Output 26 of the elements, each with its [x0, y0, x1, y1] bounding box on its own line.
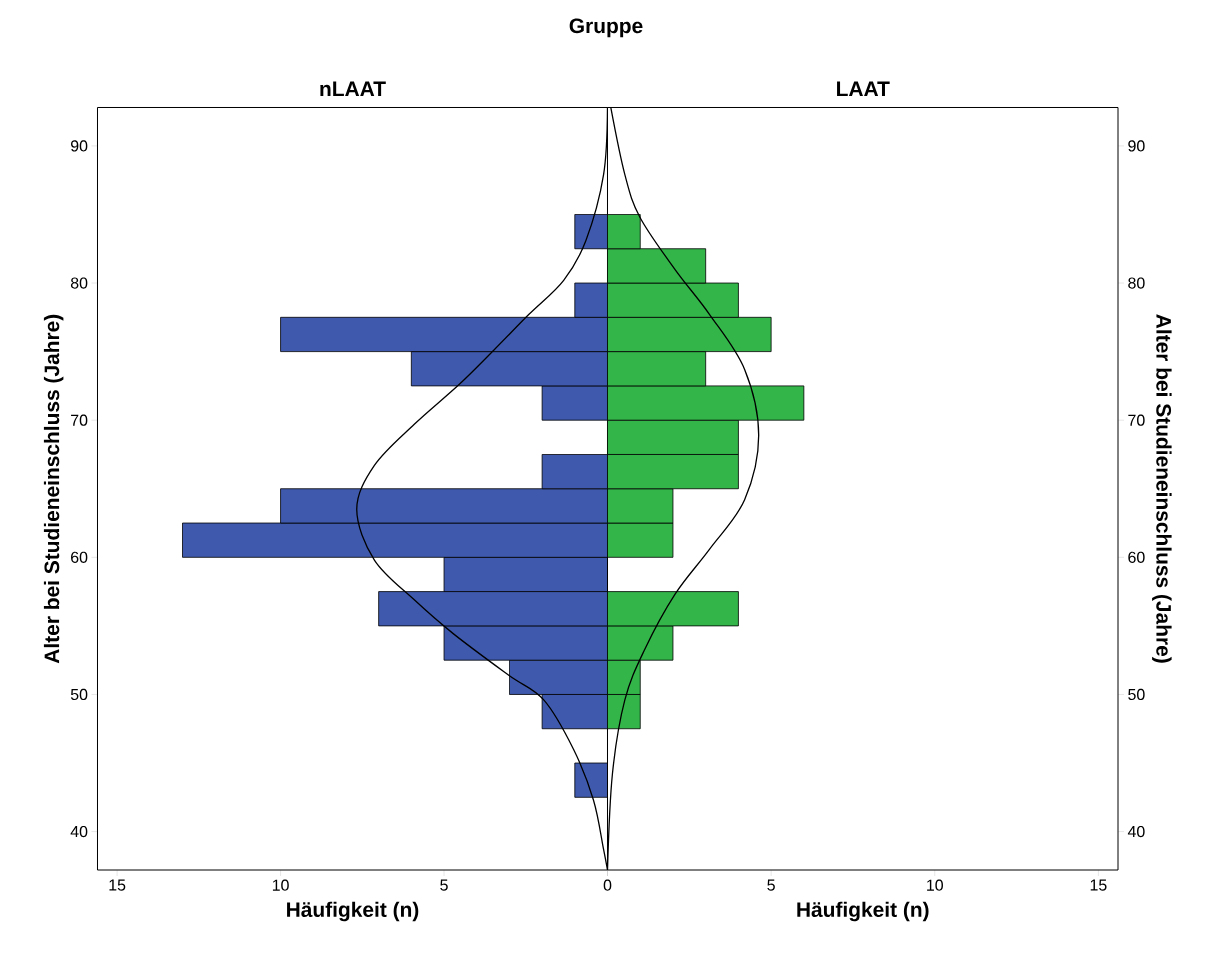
y-tick-label: 90 [70, 140, 88, 152]
x-tick-label: 15 [109, 879, 126, 891]
y-tick-label: 60 [1128, 551, 1145, 563]
y-tick-label: 60 [71, 551, 88, 563]
y-tick-label: 80 [70, 277, 88, 289]
chart-title: LAAT [837, 81, 890, 96]
x-axis-title: Häufigkeit (n) [797, 901, 929, 922]
y-tick-label: 80 [1128, 277, 1145, 289]
chart-title: nLAAT [320, 81, 386, 96]
x-tick-label: 0 [603, 879, 612, 891]
x-tick-label: 15 [1090, 879, 1107, 891]
x-tick-label: 10 [272, 879, 289, 891]
y-tick-label: 50 [1128, 688, 1145, 701]
y-tick-label: 50 [70, 688, 88, 701]
y-tick-label: 40 [70, 825, 88, 838]
y-axis-title: Alter bei Studieneinschluss (Jahre) [43, 314, 64, 664]
y-tick-label: 70 [1128, 414, 1145, 426]
x-tick-label: 5 [440, 879, 448, 891]
x-tick-label: 5 [767, 879, 775, 891]
y-tick-label: 40 [1127, 825, 1145, 838]
text: Gruppe [569, 18, 643, 38]
x-tick-label: 10 [927, 879, 943, 891]
x-axis-title: Häufigkeit (n) [287, 901, 419, 922]
y-tick-label: 70 [71, 414, 88, 426]
y-tick-label: 90 [1128, 140, 1145, 152]
y-axis-title: Alter bei Studieneinschluss (Jahre) [1152, 314, 1172, 663]
